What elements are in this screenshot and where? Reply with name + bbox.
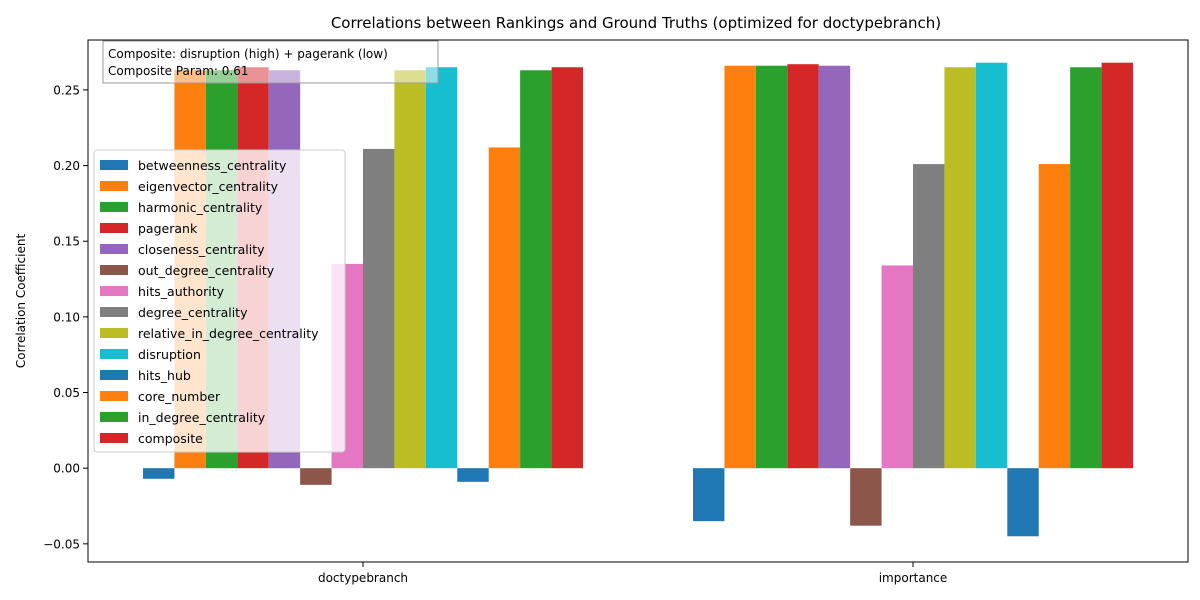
bar-relative_in_degree_centrality-importance — [944, 67, 976, 469]
bar-core_number-importance — [1038, 164, 1071, 469]
legend-label-in_degree_centrality: in_degree_centrality — [138, 410, 266, 425]
annotation-frame — [102, 40, 439, 84]
legend-label-out_degree_centrality: out_degree_centrality — [138, 263, 275, 278]
legend-swatch-hits_authority — [100, 286, 128, 296]
legend-swatch-pagerank — [100, 223, 128, 233]
x-tick-label: doctypebranch — [318, 571, 408, 585]
legend-swatch-harmonic_centrality — [100, 202, 128, 212]
annotation-box: Composite: disruption (high) + pagerank … — [102, 40, 439, 84]
legend-swatch-relative_in_degree_centrality — [100, 328, 128, 338]
bar-harmonic_centrality-importance — [755, 65, 788, 469]
legend-label-betweenness_centrality: betweenness_centrality — [138, 158, 287, 173]
bar-disruption-importance — [975, 62, 1008, 469]
legend-label-degree_centrality: degree_centrality — [138, 305, 248, 320]
bar-degree_centrality-importance — [913, 164, 945, 469]
legend-label-eigenvector_centrality: eigenvector_centrality — [138, 179, 279, 194]
bar-betweenness_centrality-importance — [693, 468, 725, 522]
y-axis-label: Correlation Coefficient — [14, 234, 28, 369]
bar-betweenness_centrality-doctypebranch — [143, 468, 175, 479]
legend-label-disruption: disruption — [138, 347, 201, 362]
annotation-line-1: Composite: disruption (high) + pagerank … — [108, 47, 388, 61]
legend-frame — [93, 149, 346, 453]
legend-swatch-hits_hub — [100, 370, 128, 380]
bar-composite-importance — [1101, 62, 1133, 469]
y-tick-label: −0.05 — [43, 537, 80, 551]
legend: betweenness_centrality eigenvector_centra… — [93, 149, 346, 453]
legend-label-relative_in_degree_centrality: relative_in_degree_centrality — [138, 326, 319, 341]
legend-swatch-eigenvector_centrality — [100, 181, 128, 191]
legend-swatch-betweenness_centrality — [100, 160, 128, 170]
y-tick-label: 0.05 — [53, 386, 80, 400]
legend-swatch-composite — [100, 433, 128, 443]
legend-swatch-degree_centrality — [100, 307, 128, 317]
legend-label-pagerank: pagerank — [138, 221, 198, 236]
bar-composite-doctypebranch — [551, 67, 583, 469]
chart-title: Correlations between Rankings and Ground… — [331, 14, 941, 32]
x-axis: doctypebranch importance — [318, 562, 947, 585]
legend-swatch-disruption — [100, 349, 128, 359]
legend-label-hits_hub: hits_hub — [138, 368, 191, 383]
bar-hits_hub-importance — [1007, 468, 1039, 537]
bar-core_number-doctypebranch — [488, 147, 521, 469]
y-tick-label: 0.15 — [53, 235, 80, 249]
bar-degree_centrality-doctypebranch — [363, 148, 395, 469]
y-tick-label: 0.00 — [53, 462, 80, 476]
legend-label-composite: composite — [138, 431, 203, 446]
bar-disruption-doctypebranch — [425, 67, 458, 469]
legend-swatch-in_degree_centrality — [100, 412, 128, 422]
legend-label-harmonic_centrality: harmonic_centrality — [138, 200, 263, 215]
y-axis: −0.05 0.00 0.05 0.10 0.15 0.20 0.25 — [43, 83, 88, 551]
y-tick-label: 0.20 — [53, 159, 80, 173]
bar-relative_in_degree_centrality-doctypebranch — [394, 70, 426, 469]
bar-closeness_centrality-importance — [818, 65, 851, 469]
x-tick-label: importance — [879, 571, 948, 585]
y-tick-label: 0.25 — [53, 83, 80, 97]
bar-in_degree_centrality-doctypebranch — [520, 70, 552, 469]
bar-hits_authority-importance — [881, 265, 913, 469]
legend-label-hits_authority: hits_authority — [138, 284, 225, 299]
bar-out_degree_centrality-doctypebranch — [300, 468, 332, 485]
legend-swatch-core_number — [100, 391, 128, 401]
legend-label-core_number: core_number — [138, 389, 221, 404]
legend-swatch-out_degree_centrality — [100, 265, 128, 275]
bar-pagerank-importance — [787, 64, 819, 469]
y-tick-label: 0.10 — [53, 310, 80, 324]
annotation-line-2: Composite Param: 0.61 — [108, 64, 248, 78]
bar-eigenvector_centrality-importance — [724, 65, 756, 469]
legend-label-closeness_centrality: closeness_centrality — [138, 242, 265, 257]
bar-in_degree_centrality-importance — [1070, 67, 1102, 469]
legend-swatch-closeness_centrality — [100, 244, 128, 254]
bar-out_degree_centrality-importance — [850, 468, 882, 526]
plot-frame — [87, 39, 1189, 563]
bar-hits_hub-doctypebranch — [457, 468, 489, 482]
